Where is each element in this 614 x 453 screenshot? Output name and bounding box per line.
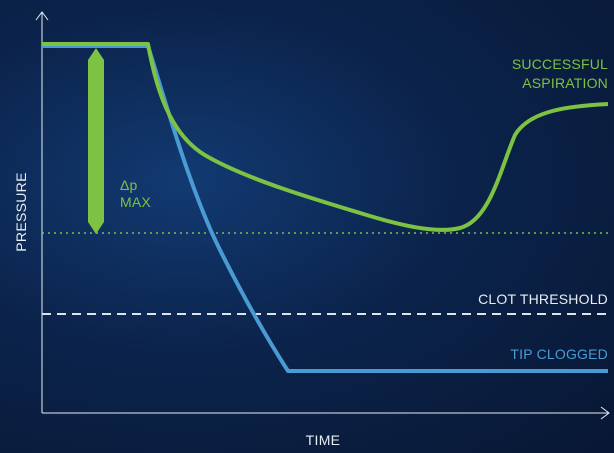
x-axis-arrowhead [600,406,610,420]
successful-label-line1: SUCCESSFUL [512,56,608,72]
delta-p-max-label: MAX [120,194,151,210]
delta-p-label: Δp [120,177,138,193]
clot-threshold-label: CLOT THRESHOLD [478,291,608,307]
successful-label-line2: ASPIRATION [522,75,608,91]
x-axis-label: TIME [306,432,341,448]
y-axis-arrowhead [35,11,49,21]
successful-aspiration-curve [42,42,609,232]
y-axis-label: PRESSURE [13,172,29,251]
tip-clogged-curve [42,44,608,373]
tip-clogged-label: TIP CLOGGED [510,346,608,362]
delta-p-double-arrow [88,48,104,234]
